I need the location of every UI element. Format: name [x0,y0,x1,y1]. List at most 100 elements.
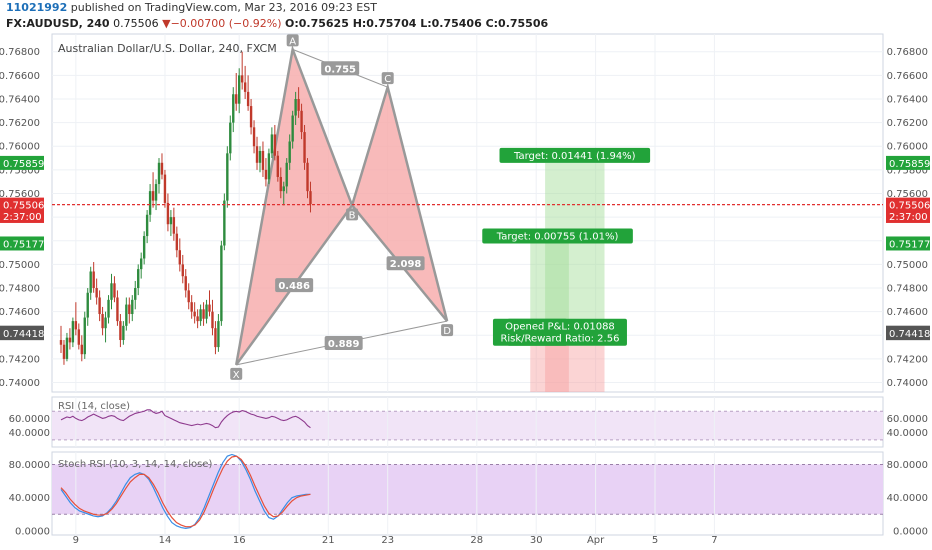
down-arrow-icon: ▼ [162,17,171,30]
y-tick-right: 0.76400 [887,94,928,105]
x-tick: 30 [530,535,543,546]
x-tick: 21 [322,535,335,546]
price-tag-left-text: 0.74418 [3,329,44,340]
candle-body [249,106,253,128]
candle-body [122,325,125,341]
candle-body [205,304,208,319]
pattern-point-marker [230,367,243,380]
price-change: −0.00700 (−0.92%) [170,17,282,30]
candle-body [62,344,66,359]
stoch-title: Stoch RSI (10, 3, 14, 14, close) [58,459,212,470]
candle-body [148,191,152,215]
target-label: Target: 0.01441 (1.94%) [513,151,636,162]
price-tag-left [0,155,44,170]
stoch-k-line [60,453,311,529]
candle-body [172,217,176,234]
candle-body [86,292,89,318]
candle-body [202,309,205,319]
candle-body [92,271,95,289]
ratio-badge [386,256,425,271]
candle-body [190,302,193,312]
chart-title: Australian Dollar/U.S. Dollar, 240, FXCM [58,42,277,55]
pattern-point-label: B [349,210,356,221]
opened-pl: Opened P&L: 0.01088 [505,322,615,333]
ratio-badge [275,278,314,293]
candle-body [238,75,241,104]
ratio-badge [324,335,363,350]
y-tick-left: 0.76600 [0,71,40,82]
price-tag-right-text: 0.75177 [889,239,930,250]
price-tag-right [886,236,930,251]
candle-body [104,317,107,329]
y-tick-left: 0.74800 [0,284,40,295]
candle-body [187,290,190,303]
candle-body [211,311,214,329]
candle-body [294,98,297,116]
rsi-title: RSI (14, close) [58,401,130,412]
candle-body [270,134,274,154]
candle-body [160,162,164,175]
candle-body [116,297,119,322]
y-tick-right: 0.75600 [887,189,928,200]
candle-body [220,245,223,322]
x-tick: 14 [159,535,172,546]
candle-body [71,321,75,343]
candle-body [229,122,232,154]
candle-body [232,94,235,123]
ratio-badge [321,61,360,76]
candle-body [68,337,72,343]
candle-body [145,214,149,237]
stoch-band [52,464,883,515]
stoch-d-line [60,455,311,528]
rsi-y-tick: 40.0000 [9,428,50,439]
candle-body [74,321,78,330]
pattern-point-marker [381,72,394,85]
y-tick-left: 0.75000 [0,260,40,271]
candle-body [303,132,306,163]
candle-body [297,98,300,111]
candle-body [59,340,63,345]
candle-body [139,258,143,270]
candle-body [214,328,217,348]
ratio-label: 0.755 [324,64,356,75]
candle-body [208,304,211,312]
candle-body [199,309,202,322]
pattern-point-marker [346,208,359,221]
main-pane [51,33,884,393]
x-tick: 16 [233,535,246,546]
publish-text: published on TradingView.com, Mar 23, 20… [70,1,377,14]
profit-zone [545,162,605,334]
author-name[interactable]: 11021992 [6,1,68,14]
price-tag-left [0,208,44,223]
price-tag-left-text: 0.75177 [3,239,44,250]
last-price: 0.75506 [113,17,159,30]
target-badge [499,147,651,163]
pattern-point-label: A [289,36,296,47]
candle-body [235,94,238,104]
candle-body [166,202,170,225]
candle-body [89,271,92,293]
y-tick-left: 0.74000 [0,378,40,389]
candle-body [151,191,155,201]
pattern-point-label: D [443,326,451,337]
candle-body [128,304,131,315]
rsi-band [52,411,883,440]
y-tick-left: 0.76800 [0,47,40,58]
price-tag-left [0,197,44,212]
candle-body [110,283,113,300]
candle-body [131,299,134,315]
price-tag-right-text: 2:37:00 [889,212,928,223]
price-tag-right [886,208,930,223]
x-tick: 5 [652,535,658,546]
x-tick: 28 [470,535,483,546]
candle-body [226,153,229,201]
price-tag-right [886,155,930,170]
ratio-label: 0.486 [278,281,310,292]
y-tick-left: 0.76000 [0,142,40,153]
candle-body [300,110,303,133]
rsi-y-tick-right: 60.0000 [887,414,928,425]
price-tag-left [0,326,44,341]
candle-body [98,297,101,315]
candle-body [196,316,199,322]
